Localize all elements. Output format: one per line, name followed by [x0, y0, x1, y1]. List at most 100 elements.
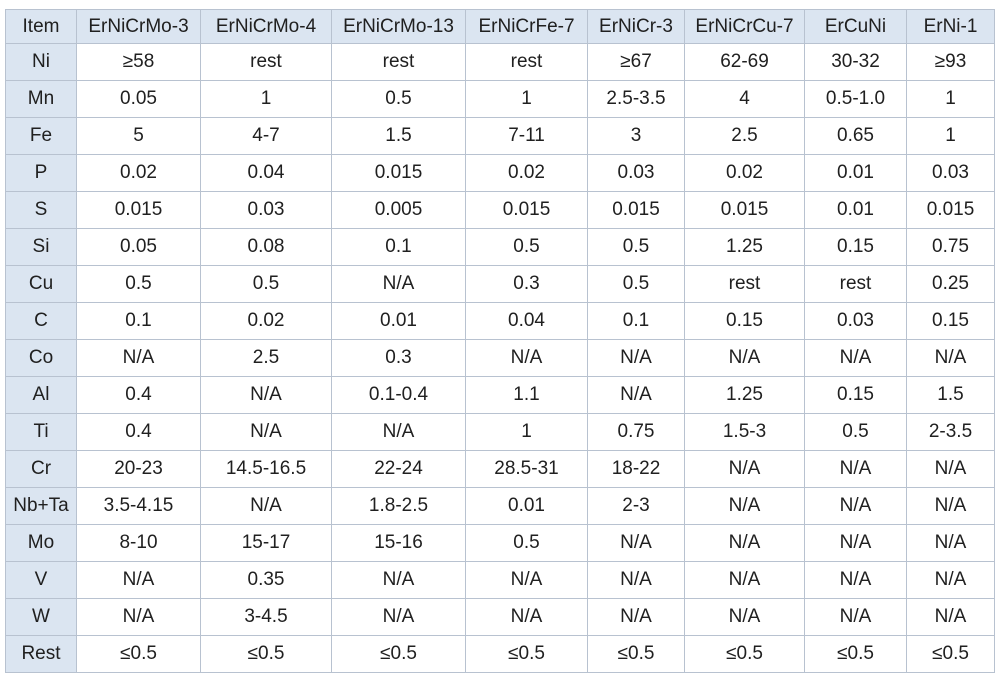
table-cell: N/A — [587, 376, 685, 414]
table-cell: 1.5 — [906, 376, 995, 414]
row-header-element: V — [5, 561, 77, 599]
table-row: Nb+Ta 3.5-4.15 N/A 1.8-2.5 0.01 2-3 N/A N/A N/A — [5, 487, 995, 525]
table-cell: N/A — [684, 598, 805, 636]
table-cell: 1.5 — [331, 117, 466, 155]
table-cell: 62-69 — [684, 43, 805, 81]
table-cell: 0.75 — [587, 413, 685, 451]
table-cell: 1.5-3 — [684, 413, 805, 451]
table-cell: rest — [684, 265, 805, 303]
table-cell: N/A — [684, 487, 805, 525]
table-cell: 0.015 — [331, 154, 466, 192]
table-cell: 0.015 — [906, 191, 995, 229]
table-cell: N/A — [684, 561, 805, 599]
table-cell: N/A — [76, 561, 201, 599]
column-header-ernicrmo-13: ErNiCrMo-13 — [331, 9, 466, 44]
table-row: Al 0.4 N/A 0.1-0.4 1.1 N/A 1.25 0.15 1.5 — [5, 376, 995, 414]
row-header-element: P — [5, 154, 77, 192]
composition-table-container: Item ErNiCrMo-3 ErNiCrMo-4 ErNiCrMo-13 ErNiC… — [5, 9, 995, 673]
table-cell: rest — [465, 43, 588, 81]
row-header-element: Rest — [5, 635, 77, 673]
table-cell: 3 — [587, 117, 685, 155]
table-cell: 0.02 — [465, 154, 588, 192]
row-header-element: Si — [5, 228, 77, 266]
table-cell: N/A — [587, 524, 685, 562]
table-row: P 0.02 0.04 0.015 0.02 0.03 0.02 0.01 0.03 — [5, 154, 995, 192]
header-row: Item ErNiCrMo-3 ErNiCrMo-4 ErNiCrMo-13 ErNiC… — [5, 9, 995, 44]
table-cell: 2-3.5 — [906, 413, 995, 451]
table-cell: 0.02 — [76, 154, 201, 192]
table-cell: 0.1-0.4 — [331, 376, 466, 414]
table-cell: N/A — [906, 561, 995, 599]
table-cell: rest — [331, 43, 466, 81]
table-cell: 0.1 — [76, 302, 201, 340]
table-cell: N/A — [587, 561, 685, 599]
table-cell: 0.03 — [587, 154, 685, 192]
table-cell: 1 — [465, 413, 588, 451]
table-cell: 0.005 — [331, 191, 466, 229]
table-cell: N/A — [804, 524, 907, 562]
table-row: C 0.1 0.02 0.01 0.04 0.1 0.15 0.03 0.15 — [5, 302, 995, 340]
row-header-element: Mo — [5, 524, 77, 562]
table-cell: N/A — [200, 413, 332, 451]
table-cell: 0.01 — [804, 191, 907, 229]
table-cell: 0.5-1.0 — [804, 80, 907, 118]
table-cell: N/A — [804, 339, 907, 377]
table-cell: 2-3 — [587, 487, 685, 525]
table-cell: 2.5 — [200, 339, 332, 377]
table-cell: N/A — [906, 598, 995, 636]
table-row: Co N/A 2.5 0.3 N/A N/A N/A N/A N/A — [5, 339, 995, 377]
table-cell: N/A — [684, 450, 805, 488]
table-cell: N/A — [906, 339, 995, 377]
table-cell: 0.015 — [465, 191, 588, 229]
table-cell: rest — [804, 265, 907, 303]
table-cell: 0.3 — [331, 339, 466, 377]
table-cell: N/A — [331, 598, 466, 636]
column-header-ercuni: ErCuNi — [804, 9, 907, 44]
table-cell: 0.5 — [200, 265, 332, 303]
table-cell: 0.5 — [465, 228, 588, 266]
table-cell: 0.4 — [76, 413, 201, 451]
table-cell: 3-4.5 — [200, 598, 332, 636]
table-cell: N/A — [587, 598, 685, 636]
table-cell: 1.1 — [465, 376, 588, 414]
table-cell: ≤0.5 — [200, 635, 332, 673]
table-cell: N/A — [465, 561, 588, 599]
table-row: W N/A 3-4.5 N/A N/A N/A N/A N/A N/A — [5, 598, 995, 636]
table-cell: 0.5 — [465, 524, 588, 562]
table-row: Si 0.05 0.08 0.1 0.5 0.5 1.25 0.15 0.75 — [5, 228, 995, 266]
table-cell: 18-22 — [587, 450, 685, 488]
table-cell: 0.65 — [804, 117, 907, 155]
table-cell: 14.5-16.5 — [200, 450, 332, 488]
table-cell: 8-10 — [76, 524, 201, 562]
row-header-element: Cu — [5, 265, 77, 303]
table-cell: 20-23 — [76, 450, 201, 488]
table-cell: 2.5 — [684, 117, 805, 155]
column-header-ernicr-3: ErNiCr-3 — [587, 9, 685, 44]
row-header-element: Nb+Ta — [5, 487, 77, 525]
table-cell: N/A — [200, 487, 332, 525]
table-cell: 0.15 — [804, 228, 907, 266]
table-cell: 0.01 — [331, 302, 466, 340]
table-cell: 1 — [906, 117, 995, 155]
table-cell: N/A — [76, 339, 201, 377]
composition-table: Item ErNiCrMo-3 ErNiCrMo-4 ErNiCrMo-13 ErNiC… — [5, 9, 995, 673]
row-header-element: Ni — [5, 43, 77, 81]
table-cell: 0.1 — [331, 228, 466, 266]
table-cell: 0.03 — [804, 302, 907, 340]
row-header-element: Fe — [5, 117, 77, 155]
column-header-ernicrcu-7: ErNiCrCu-7 — [684, 9, 805, 44]
table-body: Ni ≥58 rest rest rest ≥67 62-69 30-32 ≥93 Mn 0.05 1… — [5, 43, 995, 673]
table-cell: 0.05 — [76, 228, 201, 266]
table-cell: N/A — [331, 561, 466, 599]
table-cell: 0.15 — [684, 302, 805, 340]
table-row: Cu 0.5 0.5 N/A 0.3 0.5 rest rest 0.25 — [5, 265, 995, 303]
table-cell: ≥93 — [906, 43, 995, 81]
table-cell: rest — [200, 43, 332, 81]
table-cell: N/A — [465, 598, 588, 636]
table-cell: 0.05 — [76, 80, 201, 118]
table-header: Item ErNiCrMo-3 ErNiCrMo-4 ErNiCrMo-13 ErNiC… — [5, 9, 995, 44]
table-cell: 0.04 — [200, 154, 332, 192]
table-cell: 0.02 — [684, 154, 805, 192]
table-cell: N/A — [804, 598, 907, 636]
table-cell: 0.5 — [76, 265, 201, 303]
